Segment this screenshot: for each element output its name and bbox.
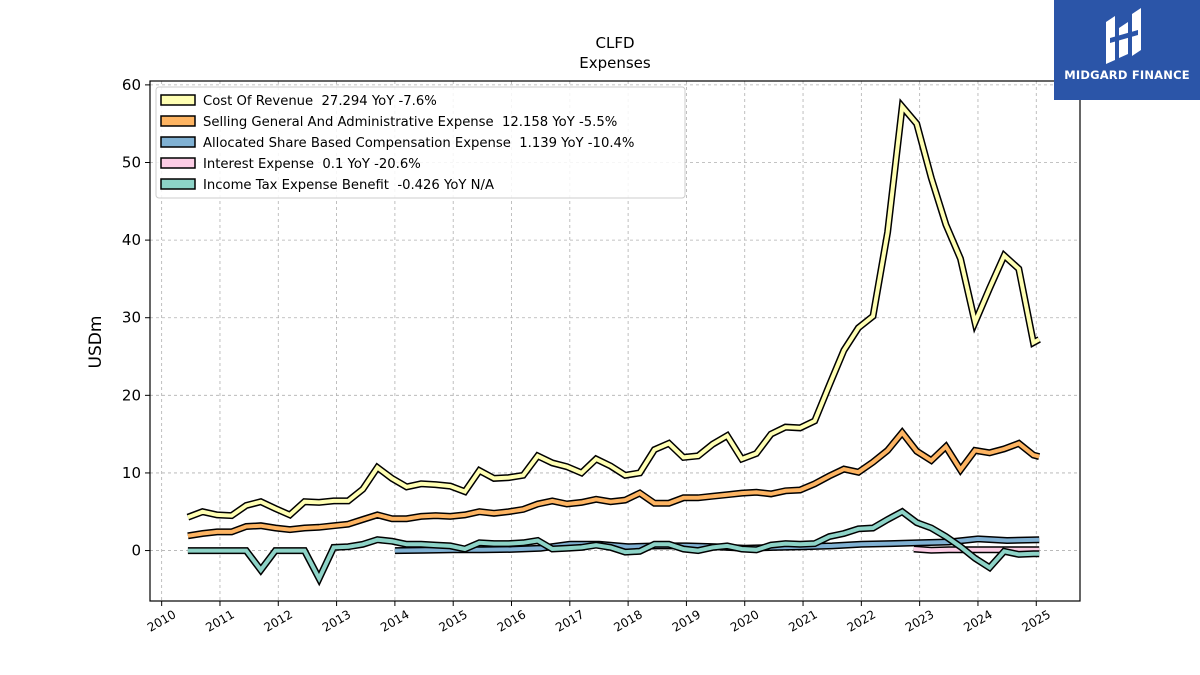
x-tick-label: 2010 bbox=[145, 607, 178, 634]
legend-entry-label: Selling General And Administrative Expen… bbox=[203, 115, 617, 130]
legend: Cost Of Revenue 27.294 YoY -7.6% Selling … bbox=[155, 86, 686, 199]
x-tick-label: 2022 bbox=[845, 607, 878, 634]
x-tick-label: 2025 bbox=[1020, 607, 1053, 634]
legend-entry-label: Cost Of Revenue 27.294 YoY -7.6% bbox=[203, 94, 437, 109]
cost-of-revenue-line bbox=[187, 101, 1041, 520]
legend-swatch bbox=[160, 115, 196, 127]
x-tick-label: 2016 bbox=[495, 607, 528, 634]
x-tick-label: 2012 bbox=[262, 607, 295, 634]
y-axis-ticks: 0 10 20 30 40 50 60 bbox=[122, 76, 150, 560]
x-tick-label: 2018 bbox=[611, 607, 644, 634]
x-tick-label: 2015 bbox=[436, 607, 469, 634]
legend-entry-label: Income Tax Expense Benefit -0.426 YoY N/… bbox=[203, 178, 494, 193]
y-tick-label: 20 bbox=[122, 386, 141, 404]
x-axis-ticks: 2010 2011 2012 2013 2014 2015 2016 2017 2018 2019… bbox=[145, 601, 1053, 635]
income-tax-expense-benefit-line bbox=[187, 509, 1040, 583]
interest-expense-line bbox=[913, 547, 1040, 553]
y-tick-label: 0 bbox=[131, 542, 141, 560]
y-axis-label: USDm bbox=[86, 316, 106, 369]
legend-entry-label: Allocated Share Based Compensation Expen… bbox=[203, 136, 634, 151]
y-tick-label: 50 bbox=[122, 153, 141, 171]
legend-swatch bbox=[160, 178, 196, 190]
legend-entry-label: Interest Expense 0.1 YoY -20.6% bbox=[203, 157, 421, 172]
y-tick-label: 60 bbox=[122, 76, 141, 94]
x-tick-label: 2024 bbox=[961, 607, 994, 634]
legend-swatch bbox=[160, 94, 196, 106]
x-tick-label: 2014 bbox=[378, 607, 411, 634]
midgard-monogram-icon bbox=[1106, 8, 1141, 64]
chart-subtitle: Expenses bbox=[579, 54, 651, 72]
legend-swatch bbox=[160, 157, 196, 169]
legend-swatch bbox=[160, 136, 196, 148]
y-tick-label: 30 bbox=[122, 309, 141, 327]
series-layer bbox=[186, 98, 1041, 587]
x-tick-label: 2019 bbox=[670, 607, 703, 634]
chart-title: CLFD bbox=[595, 34, 634, 52]
x-tick-label: 2020 bbox=[728, 607, 761, 634]
plot-frame bbox=[149, 80, 1081, 602]
y-tick-label: 10 bbox=[122, 464, 141, 482]
x-tick-label: 2011 bbox=[203, 607, 236, 634]
brand-logo: MIDGARD FINANCE bbox=[1054, 0, 1200, 100]
x-tick-label: 2021 bbox=[786, 607, 819, 634]
x-tick-label: 2017 bbox=[553, 607, 586, 634]
y-tick-label: 40 bbox=[122, 231, 141, 249]
brand-name: MIDGARD FINANCE bbox=[1064, 68, 1190, 82]
x-tick-label: 2013 bbox=[320, 607, 353, 634]
grid-lines bbox=[150, 81, 1080, 601]
selling-general-and-administrative-expense-line bbox=[187, 429, 1040, 538]
legend-box bbox=[155, 86, 686, 199]
x-tick-label: 2023 bbox=[903, 607, 936, 634]
